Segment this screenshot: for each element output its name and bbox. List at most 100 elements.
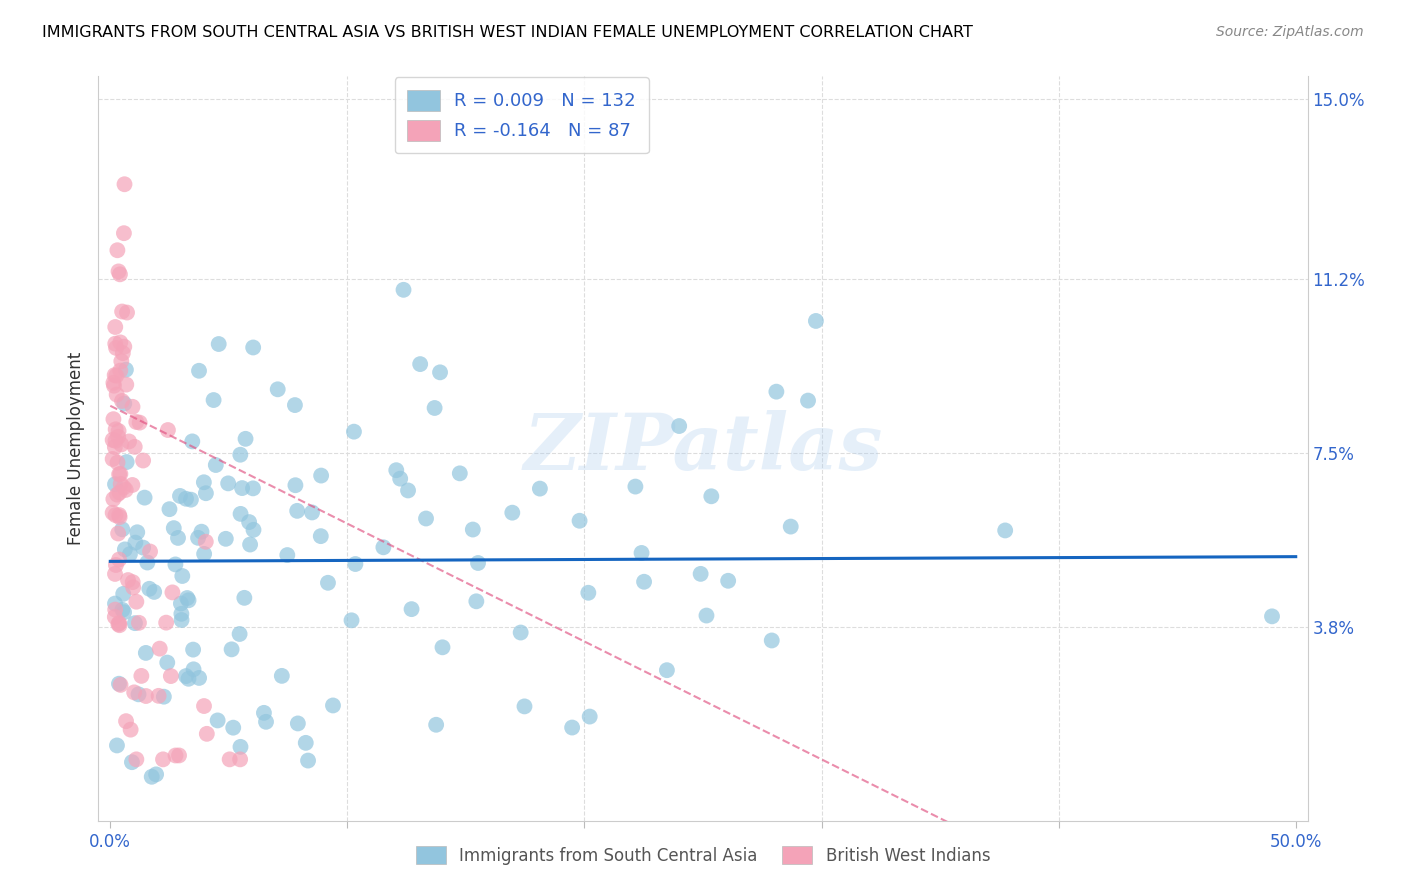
- Point: [124, 535, 146, 549]
- Point: [193, 475, 215, 490]
- Point: [135, 689, 157, 703]
- Point: [114, 542, 136, 557]
- Point: [115, 362, 138, 376]
- Point: [188, 671, 211, 685]
- Point: [135, 646, 157, 660]
- Point: [242, 481, 264, 495]
- Point: [385, 463, 408, 477]
- Point: [322, 698, 344, 713]
- Point: [141, 770, 163, 784]
- Point: [1261, 609, 1284, 624]
- Point: [156, 423, 179, 437]
- Point: [111, 394, 134, 409]
- Point: [429, 365, 451, 379]
- Point: [254, 714, 277, 729]
- Point: [513, 699, 536, 714]
- Point: [104, 597, 127, 611]
- Text: Source: ZipAtlas.com: Source: ZipAtlas.com: [1216, 25, 1364, 39]
- Point: [108, 268, 131, 282]
- Point: [568, 514, 591, 528]
- Point: [105, 387, 128, 401]
- Point: [104, 477, 127, 491]
- Point: [689, 566, 711, 581]
- Point: [181, 642, 204, 657]
- Point: [222, 721, 245, 735]
- Point: [297, 754, 319, 768]
- Point: [107, 430, 129, 444]
- Point: [624, 479, 647, 493]
- Legend: R = 0.009   N = 132, R = -0.164   N = 87: R = 0.009 N = 132, R = -0.164 N = 87: [395, 78, 648, 153]
- Point: [229, 448, 252, 462]
- Point: [104, 422, 127, 436]
- Text: IMMIGRANTS FROM SOUTH CENTRAL ASIA VS BRITISH WEST INDIAN FEMALE UNEMPLOYMENT CO: IMMIGRANTS FROM SOUTH CENTRAL ASIA VS BR…: [42, 25, 973, 40]
- Point: [301, 505, 323, 519]
- Point: [396, 483, 419, 498]
- Point: [125, 752, 148, 766]
- Point: [104, 434, 127, 448]
- Point: [221, 642, 243, 657]
- Point: [152, 752, 174, 766]
- Point: [104, 566, 127, 581]
- Point: [108, 510, 131, 524]
- Point: [229, 739, 252, 754]
- Point: [149, 641, 172, 656]
- Point: [104, 610, 127, 624]
- Point: [111, 346, 134, 360]
- Point: [131, 669, 153, 683]
- Point: [124, 616, 146, 631]
- Text: ZIPatlas: ZIPatlas: [523, 410, 883, 486]
- Point: [529, 482, 551, 496]
- Point: [103, 412, 125, 426]
- Point: [576, 586, 599, 600]
- Point: [181, 434, 204, 449]
- Point: [188, 364, 211, 378]
- Point: [120, 723, 142, 737]
- Point: [104, 368, 127, 382]
- Point: [136, 556, 159, 570]
- Point: [578, 709, 600, 723]
- Point: [110, 335, 132, 350]
- Point: [779, 519, 801, 533]
- Point: [167, 531, 190, 545]
- Point: [153, 690, 176, 704]
- Y-axis label: Female Unemployment: Female Unemployment: [67, 351, 86, 545]
- Point: [233, 591, 256, 605]
- Point: [215, 532, 238, 546]
- Point: [695, 608, 717, 623]
- Point: [994, 524, 1017, 538]
- Point: [107, 264, 129, 278]
- Point: [467, 556, 489, 570]
- Point: [163, 521, 186, 535]
- Point: [194, 486, 217, 500]
- Point: [159, 502, 181, 516]
- Point: [115, 455, 138, 469]
- Point: [110, 678, 132, 692]
- Point: [107, 424, 129, 438]
- Point: [176, 591, 198, 605]
- Point: [239, 537, 262, 551]
- Point: [115, 377, 138, 392]
- Point: [761, 633, 783, 648]
- Point: [121, 400, 143, 414]
- Point: [108, 552, 131, 566]
- Point: [105, 368, 128, 383]
- Point: [111, 522, 134, 536]
- Point: [183, 662, 205, 676]
- Point: [118, 434, 141, 449]
- Point: [118, 547, 141, 561]
- Point: [124, 440, 146, 454]
- Point: [218, 752, 240, 766]
- Point: [284, 398, 307, 412]
- Point: [309, 529, 332, 543]
- Point: [132, 541, 155, 555]
- Point: [389, 472, 412, 486]
- Point: [344, 557, 367, 571]
- Point: [797, 393, 820, 408]
- Point: [193, 699, 215, 714]
- Point: [128, 687, 150, 701]
- Point: [633, 574, 655, 589]
- Point: [449, 467, 471, 481]
- Point: [104, 558, 127, 572]
- Point: [107, 526, 129, 541]
- Point: [668, 419, 690, 434]
